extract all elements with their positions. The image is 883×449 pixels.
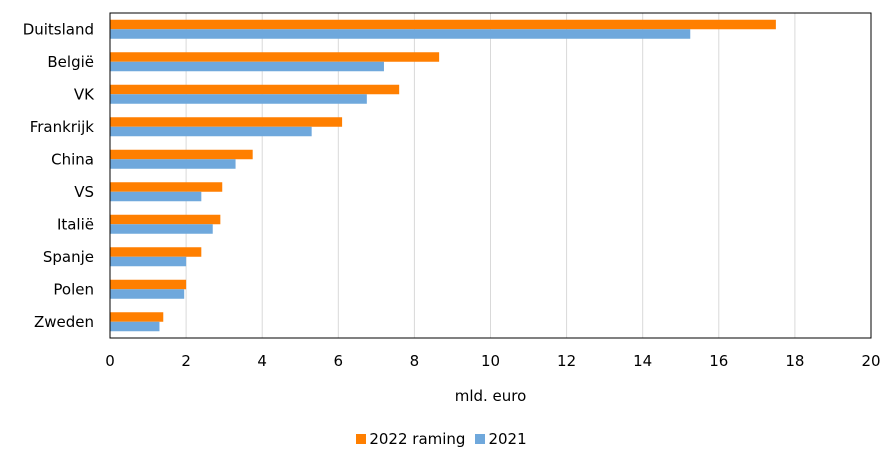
- bar-2022-7: [110, 247, 202, 257]
- legend-item-2022: 2022 raming: [356, 430, 465, 448]
- bar-2021-9: [110, 321, 160, 332]
- bar-2022-6: [110, 214, 221, 225]
- x-tick-label: 0: [105, 352, 115, 370]
- legend-label-2022: 2022 raming: [369, 429, 466, 448]
- category-label: VS: [74, 183, 94, 201]
- bar-2021-1: [110, 61, 384, 72]
- bar-2021-3: [110, 126, 312, 137]
- category-label: België: [47, 53, 94, 71]
- category-label: VK: [74, 85, 95, 103]
- category-label: Italië: [57, 215, 94, 233]
- bar-2021-6: [110, 224, 213, 234]
- legend-item-2021: 2021: [475, 429, 527, 448]
- bar-2021-4: [110, 159, 236, 169]
- bar-2021-0: [110, 29, 691, 39]
- category-label: Spanje: [43, 248, 94, 266]
- plot-area-border: [109, 12, 872, 339]
- x-tick-label: 16: [709, 352, 728, 370]
- bar-2022-0: [110, 19, 776, 30]
- x-tick-label: 8: [410, 352, 420, 370]
- category-label: Duitsland: [23, 20, 94, 38]
- bar-2021-2: [110, 94, 367, 104]
- x-tick-label: 6: [334, 352, 344, 370]
- x-tick-label: 12: [557, 352, 576, 370]
- bar-2021-8: [110, 289, 185, 299]
- category-labels: Duitsland België VK Frankrijk China VS Italië S…: [23, 20, 95, 331]
- category-label: Polen: [53, 280, 94, 298]
- bars: [110, 19, 776, 332]
- x-tick-label: 10: [481, 352, 500, 370]
- bar-2022-5: [110, 182, 223, 192]
- bar-2021-5: [110, 191, 202, 202]
- x-axis-title: mld. euro: [455, 387, 527, 405]
- bar-2022-4: [110, 149, 253, 160]
- legend-swatch-2021: [475, 433, 486, 444]
- x-tick-labels: 0 2 4 6 8 10 12 14 16 18 20: [105, 352, 880, 370]
- category-label: Frankrijk: [30, 118, 95, 136]
- bar-2021-7: [110, 256, 187, 267]
- bar-2022-3: [110, 117, 343, 127]
- legend-label-2021: 2021: [488, 429, 527, 448]
- bar-2022-8: [110, 279, 187, 290]
- bar-2022-9: [110, 312, 164, 322]
- legend-swatch-2022: [356, 433, 367, 444]
- x-tick-label: 20: [861, 352, 880, 370]
- x-tick-label: 2: [181, 352, 191, 370]
- category-label: China: [51, 150, 94, 168]
- bar-2022-1: [110, 52, 440, 62]
- bar-2022-2: [110, 84, 400, 95]
- x-tick-label: 4: [257, 352, 267, 370]
- legend: 2022 raming 2021: [0, 428, 883, 449]
- category-label: Zweden: [34, 313, 94, 331]
- x-tick-label: 14: [633, 352, 652, 370]
- x-tick-label: 18: [785, 352, 804, 370]
